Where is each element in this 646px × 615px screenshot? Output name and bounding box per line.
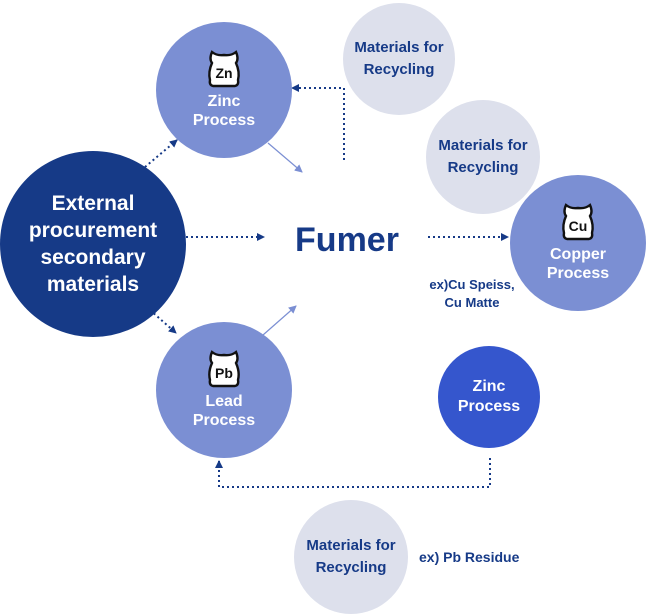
copper-bag-text: Cu xyxy=(569,218,588,234)
zinc-bag-text: Zn xyxy=(215,65,232,81)
lead-bag-text: Pb xyxy=(215,365,233,381)
zinc-process-line1: Zinc xyxy=(207,93,241,110)
external-line2: procurement xyxy=(28,219,158,242)
lead-process-line2: Process xyxy=(192,412,256,429)
copper-process-line2: Process xyxy=(546,265,610,282)
recycling-bottom-line2: Recycling xyxy=(315,559,387,576)
arrow-lead-to-fumer xyxy=(262,305,297,336)
recycling-top-line2: Recycling xyxy=(363,61,435,78)
recycling-top-line1: Materials for xyxy=(354,39,444,56)
zinc-bag-icon: Zn xyxy=(208,50,240,88)
external-line3: secondary xyxy=(40,246,146,269)
copper-note-line1: ex)Cu Speiss, xyxy=(429,277,515,292)
copper-process-line1: Copper xyxy=(550,246,606,263)
pb-residue-text: ex) Pb Residue xyxy=(419,549,520,565)
recycling-middle-line2: Recycling xyxy=(447,159,519,176)
zinc-process-node: Zn Zinc Process xyxy=(156,22,292,158)
lead-bag-icon: Pb xyxy=(208,350,240,388)
fumer-node: Fumer xyxy=(267,160,427,320)
arrow-fumer-to-zinc xyxy=(291,84,345,160)
recycling-node-middle: Materials for Recycling xyxy=(426,100,540,214)
zinc-process-bottom-node: Zinc Process xyxy=(438,346,540,448)
external-line4: materials xyxy=(46,273,140,296)
recycling-middle-line1: Materials for xyxy=(438,137,528,154)
arrow-external-to-zinc xyxy=(144,139,178,168)
copper-note-line2: Cu Matte xyxy=(444,295,500,310)
zinc-process-line2: Process xyxy=(192,112,256,129)
zinc-bottom-line2: Process xyxy=(457,398,521,415)
recycling-node-top: Materials for Recycling xyxy=(343,3,455,115)
fumer-label: Fumer xyxy=(295,220,399,259)
copper-input-note: ex)Cu Speiss, Cu Matte xyxy=(417,276,527,312)
lead-process-node: Pb Lead Process xyxy=(156,322,292,458)
zinc-bottom-line1: Zinc xyxy=(472,378,506,395)
copper-process-node: Cu Copper Process xyxy=(510,175,646,311)
external-line1: External xyxy=(51,192,135,215)
arrow-zinc-to-fumer xyxy=(267,142,303,173)
arrow-zinc-bottom-to-lead xyxy=(215,458,491,488)
recycling-bottom-line1: Materials for xyxy=(306,537,396,554)
lead-process-line1: Lead xyxy=(205,393,243,410)
external-procurement-node: External procurement secondary materials xyxy=(0,151,186,337)
recycling-node-bottom: Materials for Recycling xyxy=(294,500,408,614)
copper-bag-icon: Cu xyxy=(562,203,594,241)
pb-residue-note: ex) Pb Residue xyxy=(419,548,519,566)
